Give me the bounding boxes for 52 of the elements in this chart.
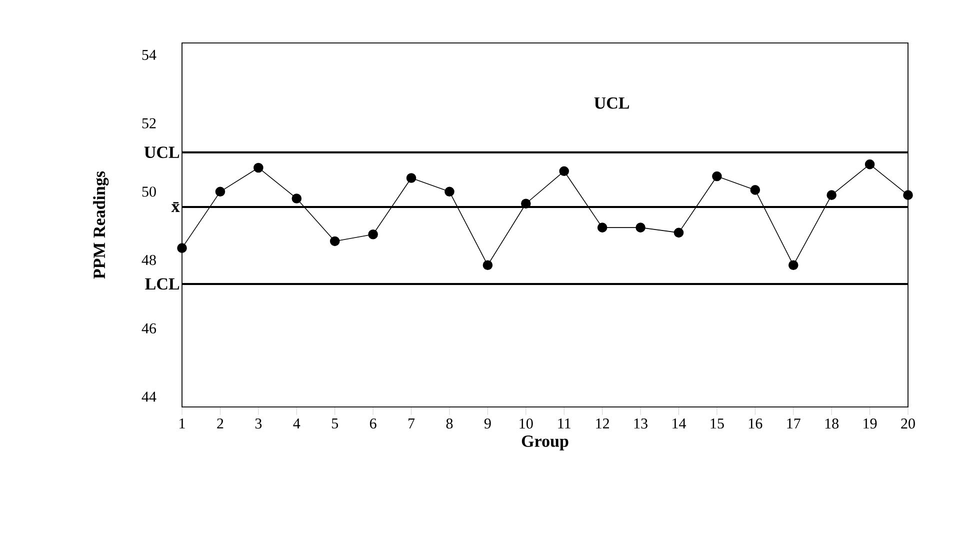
x-tick-label: 9 [484, 418, 491, 429]
point [292, 194, 302, 204]
point [826, 190, 836, 200]
point [864, 159, 875, 170]
annotation: UCL [594, 97, 630, 109]
point [368, 229, 378, 240]
point [559, 166, 570, 176]
y-axis-title: PPM Readings [93, 171, 109, 279]
x-tick-label: 13 [634, 418, 648, 429]
x-tick-label: 11 [558, 418, 570, 428]
y-tick-label: 50 [142, 186, 156, 197]
point [444, 186, 454, 197]
y-tick-label: 52 [142, 118, 156, 128]
point [674, 228, 684, 238]
x-tick-label: 12 [596, 418, 609, 428]
ref-line-label: x̄ [171, 202, 180, 212]
point [521, 198, 531, 209]
x-tick-label: 8 [446, 418, 453, 429]
x-tick-label: 5 [332, 418, 338, 428]
point [406, 173, 416, 183]
x-tick-label: 10 [520, 418, 533, 429]
x-tick-label: 14 [672, 418, 686, 428]
ref-line-label: LCL [145, 278, 180, 290]
point [597, 222, 608, 232]
x-tick-label: 15 [710, 418, 724, 429]
x-tick-label: 16 [748, 418, 762, 429]
x-tick-label: 4 [293, 418, 300, 428]
point [903, 190, 913, 200]
y-tick-label: 54 [142, 50, 156, 60]
y-tick-label: 48 [142, 254, 156, 266]
ref-line-label: UCL [144, 146, 180, 158]
point [330, 236, 340, 246]
x-tick-label: 19 [864, 418, 877, 429]
point [636, 222, 646, 232]
point [254, 162, 264, 173]
point [788, 260, 798, 270]
x-tick-label: 20 [901, 418, 915, 429]
x-tick-label: 2 [217, 418, 224, 428]
y-tick-label: 46 [142, 323, 156, 334]
point [482, 260, 493, 270]
x-tick-label: 18 [825, 418, 839, 429]
x-tick-label: 3 [255, 418, 262, 429]
point [712, 171, 722, 182]
point [750, 185, 760, 195]
x-tick-label: 1 [180, 418, 185, 428]
x-tick-label: 17 [787, 418, 800, 428]
x-tick-label: 6 [370, 418, 376, 429]
x-axis-title: Group [522, 435, 568, 450]
point [215, 186, 226, 197]
point [177, 243, 187, 253]
y-tick-label: 44 [142, 392, 156, 402]
x-tick-label: 7 [408, 418, 415, 428]
